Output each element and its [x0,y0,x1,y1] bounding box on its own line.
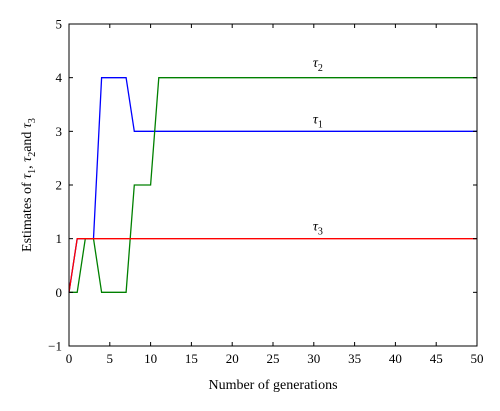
series-line-1 [68,77,477,293]
axes-frame [68,23,478,347]
x-tick-label: 25 [267,351,280,366]
y-tick-label: 0 [56,285,63,300]
x-tick-label: 50 [471,351,484,366]
x-tick-label: 30 [307,351,320,366]
y-axis-label: Estimates of τ1, τ2and τ3 [20,118,38,252]
x-tick-label: 45 [430,351,443,366]
y-tick-label: 1 [56,231,63,246]
x-tick-label: 15 [185,351,198,366]
y-tick-label: −1 [48,339,62,354]
series-line-2 [69,77,477,293]
y-tick-label: 3 [56,124,63,139]
series-label-3: τ3 [313,220,323,238]
x-tick-label: 20 [226,351,239,366]
x-axis-label: Number of generations [208,378,337,393]
x-tick-label: 35 [348,351,361,366]
series-label-2: τ2 [313,56,323,74]
series-label-1: τ1 [313,112,323,130]
x-tick-label: 10 [144,351,157,366]
y-tick-label: 2 [56,178,63,193]
x-tick-label: 5 [107,351,114,366]
y-tick-label: 4 [56,70,63,85]
y-tick-label: 5 [56,17,63,32]
series-line-3 [68,238,477,293]
x-tick-label: 0 [66,351,73,366]
x-tick-label: 40 [389,351,402,366]
